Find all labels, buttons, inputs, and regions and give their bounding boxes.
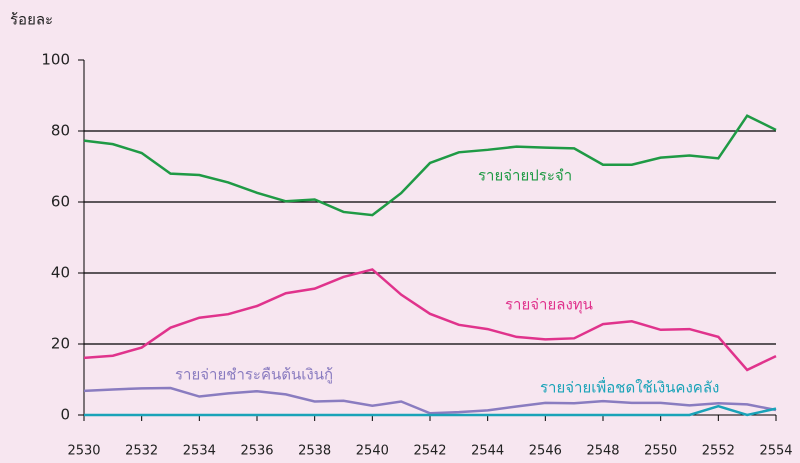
x-tick-label: 2532 <box>125 444 158 459</box>
x-tick-label: 2540 <box>356 444 389 459</box>
x-tick-label: 2550 <box>644 444 677 459</box>
series-label: รายจ่ายลงทุน <box>505 296 593 315</box>
x-tick-label: 2544 <box>471 444 504 459</box>
y-tick-label: 80 <box>51 122 70 140</box>
series-line <box>84 404 777 417</box>
y-tick-label: 20 <box>51 335 70 353</box>
x-tick-label: 2538 <box>298 444 331 459</box>
x-tick-label: 2548 <box>586 444 619 459</box>
x-tick-label: 2552 <box>702 444 735 459</box>
series-line <box>83 386 777 415</box>
series-label: รายจ่ายประจำ <box>478 167 572 185</box>
series-line <box>83 268 777 372</box>
x-tick-label: 2536 <box>240 444 273 459</box>
y-tick-label: 100 <box>41 51 70 69</box>
series-line <box>83 114 777 217</box>
x-tick-label: 2534 <box>183 444 216 459</box>
x-tick-label: 2554 <box>759 444 792 459</box>
y-tick-label: 40 <box>51 264 70 282</box>
x-tick-label: 2530 <box>67 444 100 459</box>
x-tick-label: 2546 <box>529 444 562 459</box>
y-tick-label: 0 <box>60 406 70 424</box>
y-tick-label: 60 <box>51 193 70 211</box>
y-axis-label: ร้อยละ <box>10 11 53 29</box>
series-label: รายจ่ายชำระคืนต้นเงินกู้ <box>175 366 333 384</box>
series-label: รายจ่ายเพื่อชดใช้เงินคงคลัง <box>540 377 719 397</box>
x-tick-label: 2542 <box>413 444 446 459</box>
